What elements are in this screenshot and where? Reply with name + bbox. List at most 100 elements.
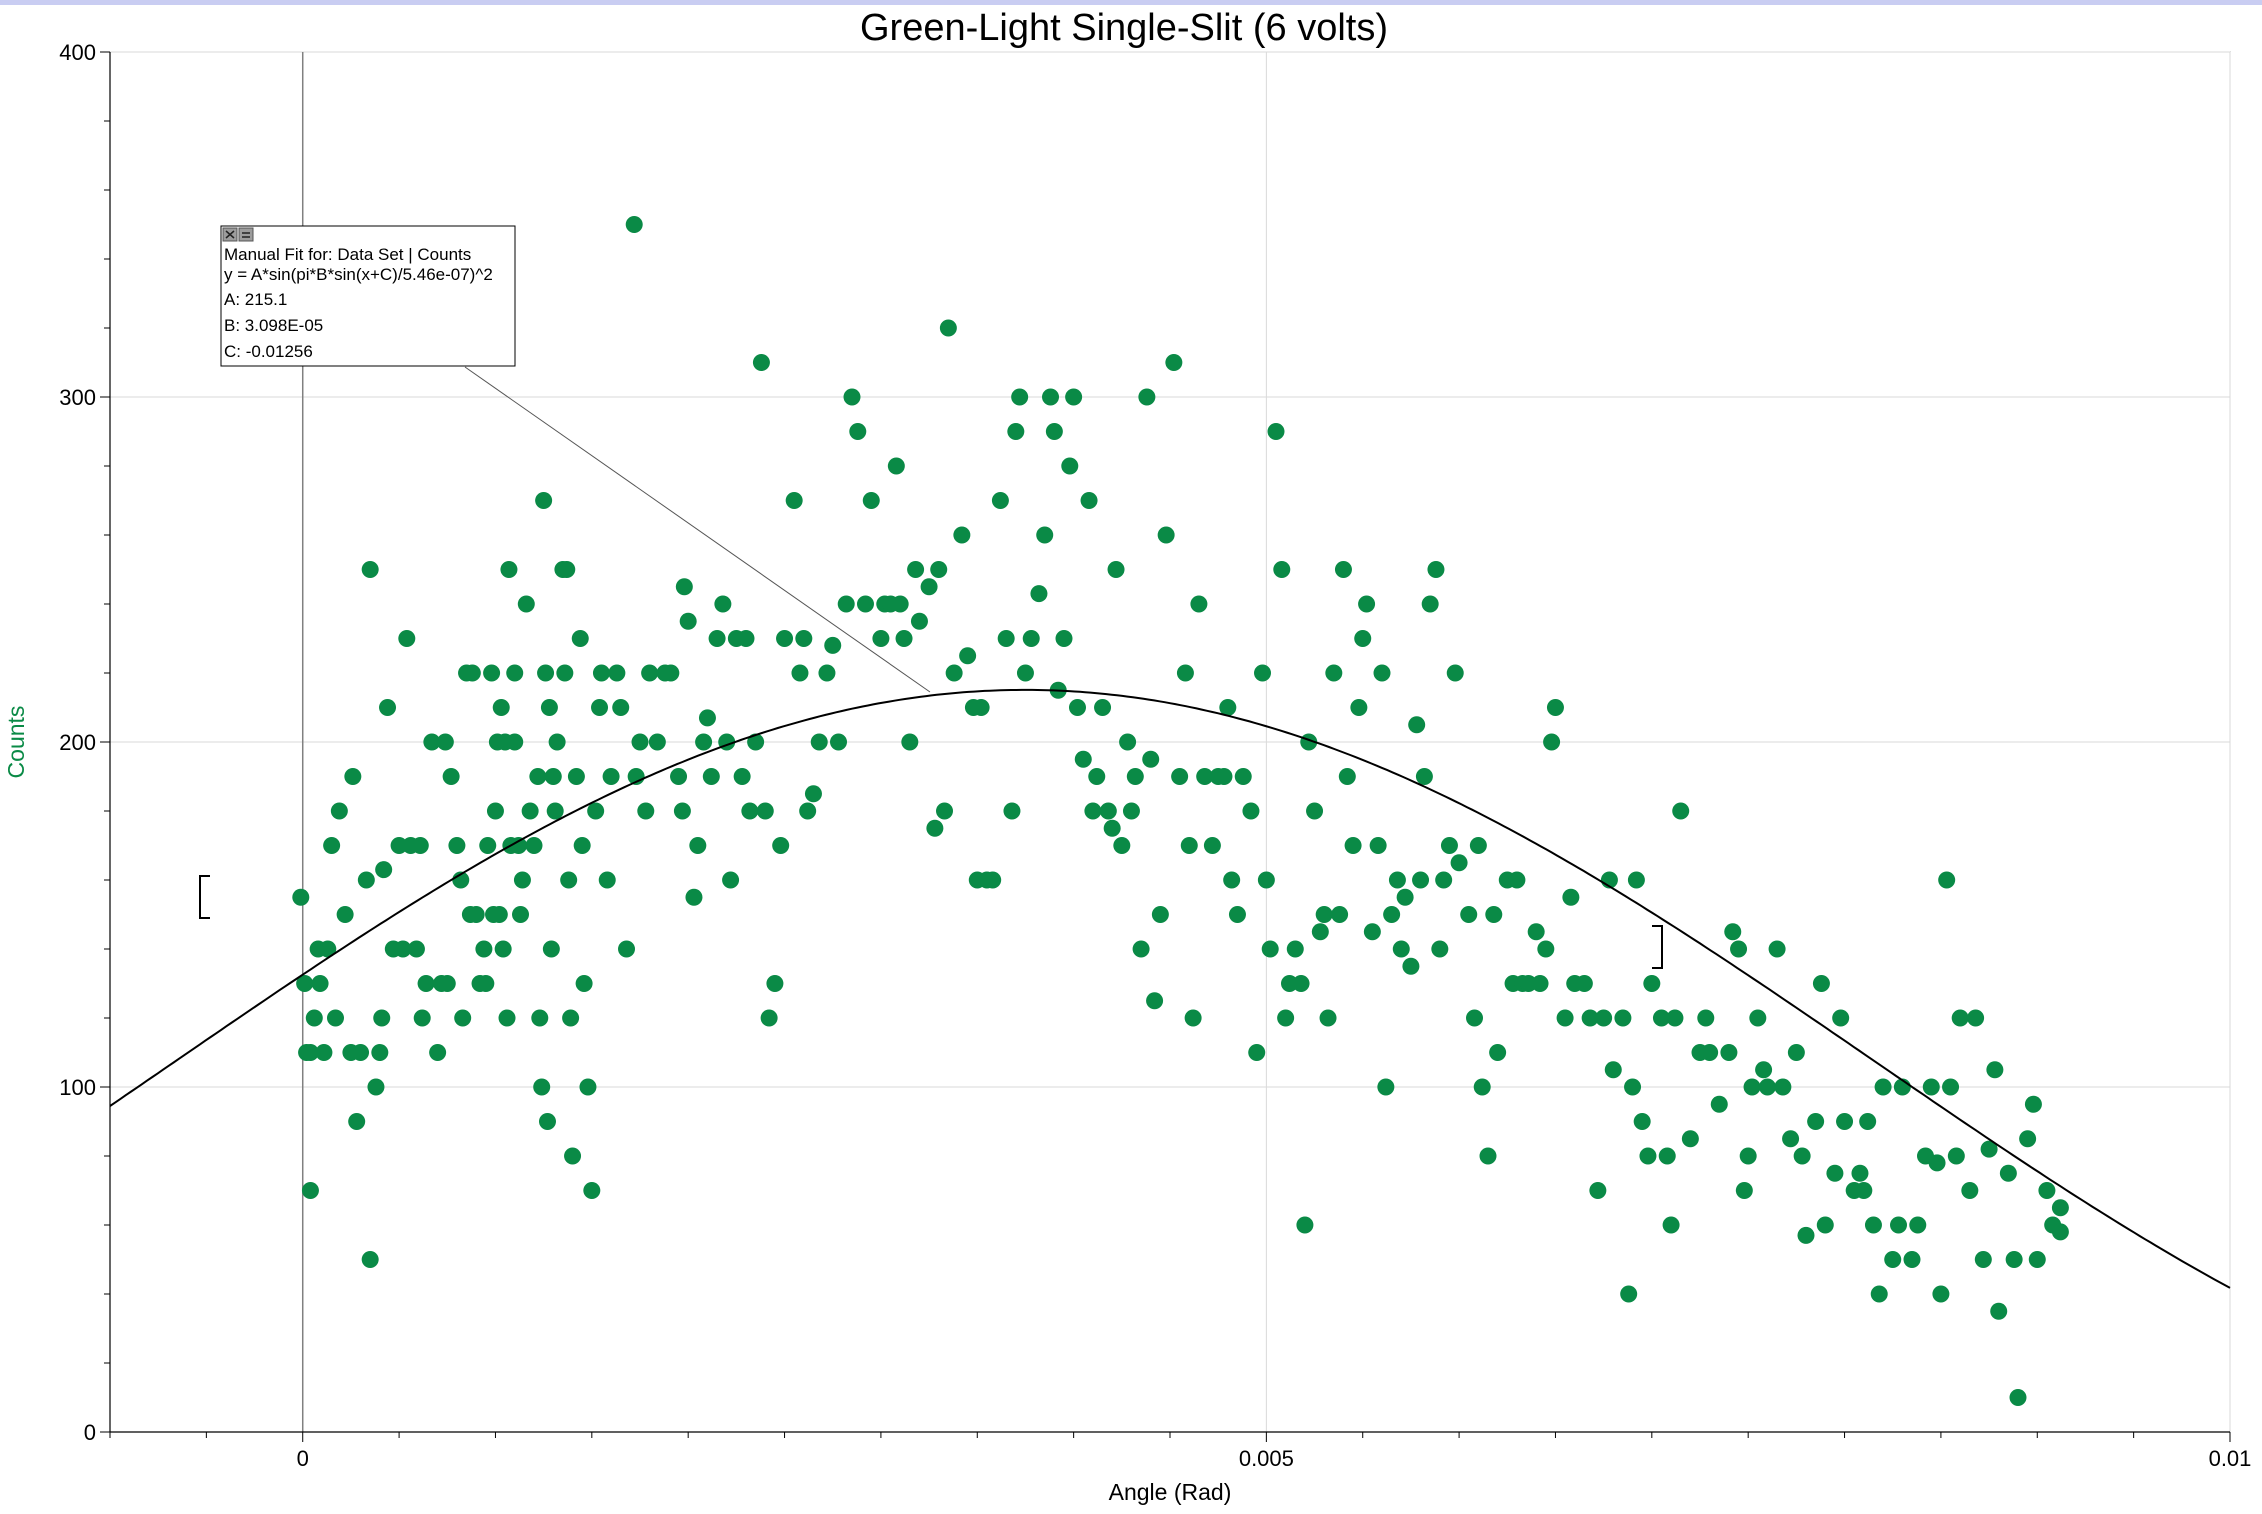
data-point: [1334, 561, 1352, 578]
range-bracket-right[interactable]: [1652, 925, 1663, 969]
data-point: [1219, 699, 1237, 716]
data-point: [1489, 1044, 1507, 1061]
data-point: [2051, 1199, 2069, 1217]
data-point: [1986, 1061, 2004, 1079]
data-point: [785, 492, 803, 509]
data-point: [2024, 1095, 2042, 1113]
data-point: [467, 906, 485, 923]
data-point: [1710, 1095, 1728, 1113]
data-point: [1011, 388, 1029, 406]
data-point: [1922, 1078, 1940, 1096]
gridlines: [110, 51, 2231, 1432]
data-point: [296, 975, 314, 992]
data-point: [1724, 923, 1742, 941]
data-point: [747, 733, 765, 751]
data-point: [702, 768, 720, 785]
data-point: [506, 664, 524, 682]
data-point: [741, 802, 759, 820]
data-point: [1450, 854, 1468, 872]
x-tick-label: 0: [297, 1446, 309, 1471]
data-point: [997, 630, 1015, 647]
chart-title: Green-Light Single-Slit (6 volts): [860, 7, 1388, 49]
data-point: [756, 802, 774, 820]
data-point: [760, 1009, 778, 1027]
data-point: [1782, 1130, 1800, 1148]
data-point: [436, 733, 454, 751]
options-icon-glyph: [242, 232, 250, 238]
data-point: [1022, 630, 1040, 647]
data-point: [512, 906, 530, 923]
data-point: [1165, 354, 1183, 371]
data-point: [907, 561, 925, 578]
data-point: [1242, 802, 1260, 820]
range-bracket-left[interactable]: [199, 875, 210, 919]
data-point: [1859, 1113, 1877, 1130]
data-point: [1045, 423, 1063, 440]
data-point: [612, 699, 630, 716]
data-point: [891, 595, 909, 613]
data-point: [1938, 871, 1956, 889]
data-point: [564, 1147, 582, 1165]
data-point: [1184, 1009, 1202, 1027]
data-point: [1358, 595, 1376, 613]
data-point: [625, 216, 643, 233]
data-point: [910, 612, 928, 630]
fit-parameters-box[interactable]: Manual Fit for: Data Set | Counts y = A*…: [220, 225, 516, 367]
data-point: [818, 664, 836, 682]
data-point: [1369, 837, 1387, 854]
data-point: [352, 1044, 370, 1061]
data-point: [799, 802, 817, 820]
data-point: [830, 733, 848, 751]
data-point: [1701, 1044, 1719, 1061]
data-point: [448, 837, 466, 854]
data-point: [824, 636, 842, 654]
data-point: [689, 837, 707, 854]
data-point: [1435, 871, 1453, 889]
data-point: [675, 578, 693, 596]
y-tick-label: 400: [59, 40, 96, 65]
data-point: [371, 1044, 389, 1061]
data-point: [1392, 940, 1410, 958]
data-point: [849, 423, 867, 440]
data-point: [575, 975, 593, 992]
data-point: [1363, 923, 1381, 941]
data-point: [510, 837, 528, 854]
data-point: [1816, 1216, 1834, 1234]
data-point: [1768, 940, 1786, 958]
data-point: [1042, 388, 1060, 406]
data-point: [548, 733, 566, 751]
data-point: [1643, 975, 1661, 992]
data-point: [791, 664, 809, 682]
data-point: [930, 561, 948, 578]
data-point: [810, 733, 828, 751]
data-point: [1832, 1009, 1850, 1027]
data-point: [1146, 992, 1164, 1010]
data-point: [598, 871, 616, 889]
data-point: [1537, 940, 1555, 958]
data-point: [631, 733, 649, 751]
data-point: [1273, 561, 1291, 578]
data-point: [1485, 906, 1503, 923]
data-point: [498, 1009, 516, 1027]
close-icon-glyph: [225, 230, 235, 239]
x-tick-label: 0.01: [2209, 1446, 2252, 1471]
data-point: [685, 888, 703, 906]
fit-curve: [109, 688, 2231, 1289]
options-icon[interactable]: [238, 227, 254, 242]
data-point: [573, 837, 591, 854]
data-point: [1961, 1182, 1979, 1199]
data-point: [544, 768, 562, 785]
data-point: [1003, 802, 1021, 820]
data-point: [895, 630, 913, 647]
data-point: [1431, 940, 1449, 958]
data-point: [1408, 716, 1426, 734]
data-point: [1286, 940, 1304, 958]
data-point: [776, 630, 794, 647]
data-point: [926, 819, 944, 837]
data-point: [533, 1078, 551, 1096]
data-point: [311, 975, 329, 992]
data-point: [587, 802, 605, 820]
data-point: [1099, 802, 1117, 820]
data-point: [494, 940, 512, 958]
data-point: [1974, 1251, 1992, 1268]
